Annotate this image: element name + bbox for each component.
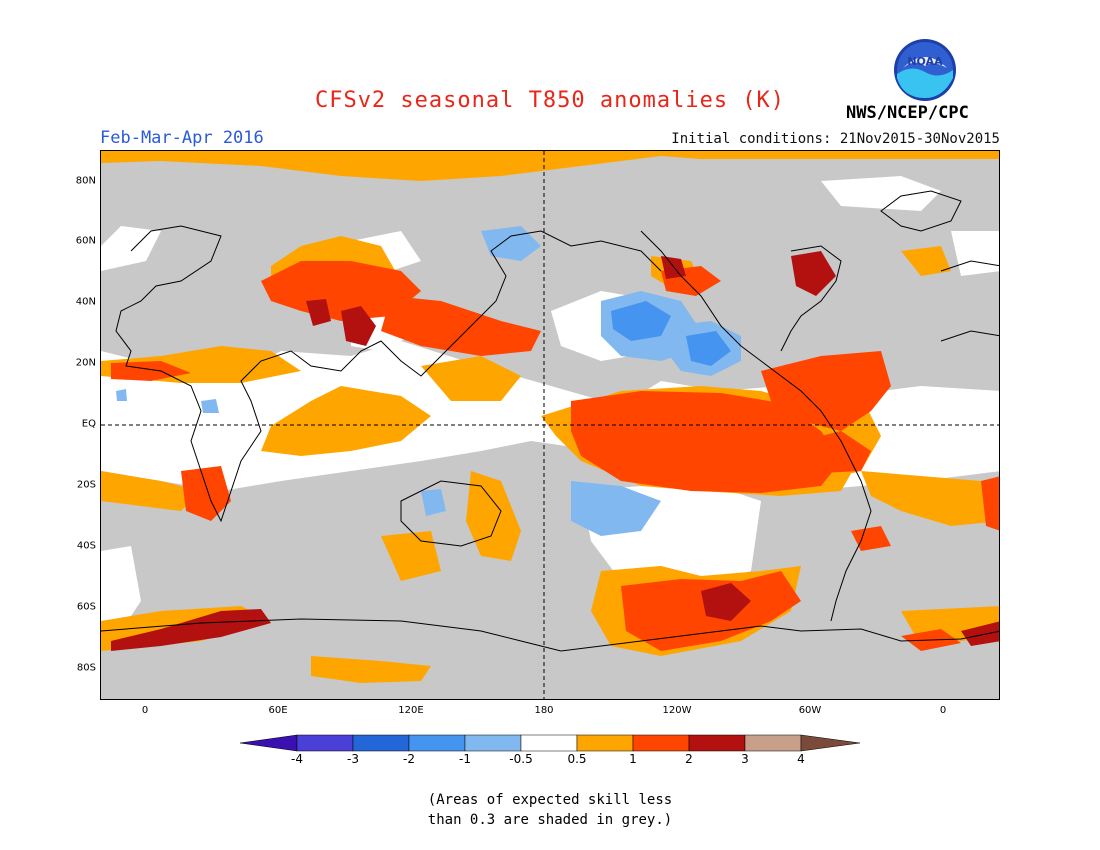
lon-label: 0	[939, 705, 947, 716]
logo-text: NOAA	[907, 55, 943, 68]
lon-label: 60W	[798, 705, 822, 716]
colorbar-swatch	[800, 734, 860, 752]
anomaly-map	[100, 150, 1000, 700]
colorbar-swatch	[464, 734, 522, 752]
lat-label: 40S	[76, 540, 96, 552]
anomaly-dark-red-areas	[111, 251, 999, 651]
lat-label: 60N	[75, 235, 96, 247]
initial-conditions: Initial conditions: 21Nov2015-30Nov2015	[671, 131, 1000, 147]
colorbar-swatch	[520, 734, 578, 752]
colorbar	[240, 734, 860, 752]
map-title: CFSv2 seasonal T850 anomalies (K)	[314, 88, 786, 113]
lon-label: 60E	[268, 705, 288, 716]
lon-label: 180	[534, 705, 554, 716]
colorbar-label: -0.5	[509, 752, 533, 766]
colorbar-swatch	[296, 734, 354, 752]
noaa-logo-icon: NOAA	[894, 39, 956, 101]
colorbar-label: 2	[685, 752, 693, 766]
colorbar-label: 3	[741, 752, 749, 766]
skill-note-line1: (Areas of expected skill less	[427, 792, 673, 808]
coastlines	[101, 190, 999, 652]
colorbar-swatch	[744, 734, 802, 752]
colorbar-swatch	[352, 734, 410, 752]
lon-label: 0	[141, 705, 149, 716]
colorbar-label: 0.5	[567, 752, 587, 766]
lat-label: 40N	[75, 296, 96, 308]
colorbar-swatch	[240, 734, 298, 752]
colorbar-label: -1	[459, 752, 471, 766]
skill-note-line2: than 0.3 are shaded in grey.)	[427, 812, 673, 828]
lat-label: 60S	[76, 601, 96, 613]
map-canvas	[101, 151, 999, 699]
organization-label: NWS/NCEP/CPC	[846, 103, 969, 123]
lat-label: 80S	[76, 662, 96, 674]
colorbar-label: 4	[797, 752, 805, 766]
lat-label: 20N	[75, 357, 96, 369]
anomaly-mid-blue-areas	[611, 301, 731, 366]
colorbar-swatch	[576, 734, 634, 752]
lon-label: 120E	[398, 705, 424, 716]
forecast-period: Feb-Mar-Apr 2016	[100, 128, 264, 148]
colorbar-label: -4	[291, 752, 303, 766]
colorbar-swatch	[688, 734, 746, 752]
lat-label: 20S	[76, 479, 96, 491]
lat-label: 80N	[75, 175, 96, 187]
colorbar-label: -3	[347, 752, 359, 766]
colorbar-label: -2	[403, 752, 415, 766]
colorbar-swatch	[408, 734, 466, 752]
lon-label: 120W	[662, 705, 692, 716]
lat-label: EQ	[81, 418, 96, 430]
colorbar-label: 1	[629, 752, 637, 766]
colorbar-swatch	[632, 734, 690, 752]
